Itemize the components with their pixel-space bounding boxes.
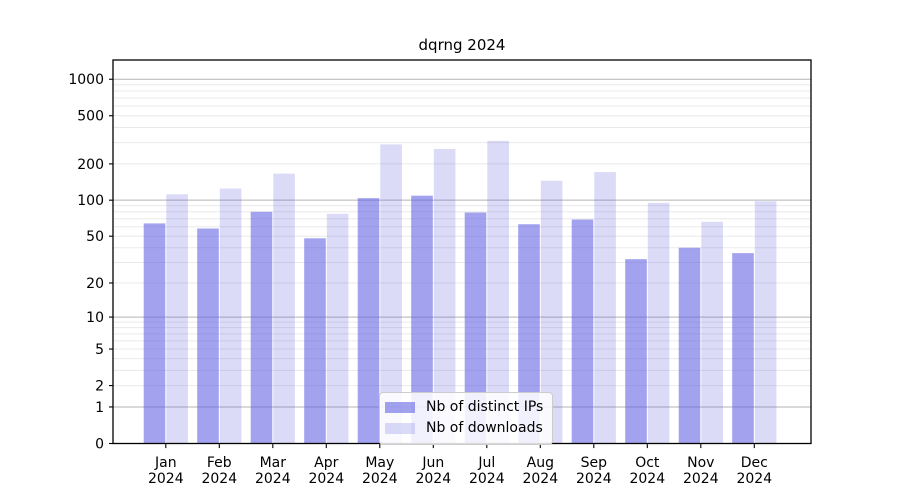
bar-downloads-aug bbox=[540, 180, 563, 444]
x-tick-label-month: Nov bbox=[687, 455, 714, 471]
bar-distinct-ips-feb bbox=[197, 228, 219, 444]
x-tick-label-year: 2024 bbox=[255, 471, 291, 487]
x-tick-label-year: 2024 bbox=[415, 471, 451, 487]
bar-downloads-mar bbox=[273, 173, 295, 444]
chart-title: dqrng 2024 bbox=[418, 36, 506, 54]
x-tick-label-year: 2024 bbox=[629, 471, 665, 487]
bar-distinct-ips-aug bbox=[518, 224, 540, 444]
x-tick-label-month: Dec bbox=[741, 455, 768, 471]
x-tick-label-month: Apr bbox=[314, 455, 338, 471]
bar-distinct-ips-jul bbox=[464, 212, 487, 444]
legend-label-downloads: Nb of downloads bbox=[426, 420, 543, 436]
x-tick-label-year: 2024 bbox=[736, 471, 772, 487]
y-tick-label: 50 bbox=[86, 229, 104, 245]
bar-downloads-nov bbox=[701, 221, 723, 444]
x-tick-label-month: May bbox=[365, 455, 394, 471]
x-tick-label-month: Feb bbox=[207, 455, 232, 471]
bar-distinct-ips-jan bbox=[143, 223, 166, 444]
bar-downloads-jun bbox=[433, 148, 456, 444]
y-tick-label: 1000 bbox=[68, 72, 104, 88]
y-tick-label: 5 bbox=[95, 342, 104, 358]
y-tick-label: 2 bbox=[95, 379, 104, 395]
bar-distinct-ips-nov bbox=[678, 247, 701, 444]
y-tick-label: 0 bbox=[95, 437, 104, 453]
bar-downloads-feb bbox=[219, 188, 242, 444]
bar-downloads-sep bbox=[594, 172, 616, 444]
x-tick-label-month: Jun bbox=[421, 455, 444, 471]
legend-item-downloads: Nb of downloads bbox=[385, 418, 543, 439]
bar-distinct-ips-oct bbox=[625, 259, 647, 444]
x-tick-label-month: Aug bbox=[527, 455, 554, 471]
legend-swatch-downloads bbox=[385, 423, 415, 434]
y-tick-label: 500 bbox=[77, 109, 104, 125]
x-tick-label-month: Jan bbox=[154, 455, 177, 471]
x-tick-label-year: 2024 bbox=[362, 471, 398, 487]
x-tick-label-year: 2024 bbox=[683, 471, 719, 487]
y-tick-label: 20 bbox=[86, 276, 104, 292]
bar-downloads-dec bbox=[754, 201, 777, 444]
bar-distinct-ips-mar bbox=[250, 211, 273, 444]
bar-downloads-jan bbox=[166, 194, 188, 444]
chart-legend: Nb of distinct IPs Nb of downloads bbox=[379, 392, 554, 445]
legend-label-distinct-ips: Nb of distinct IPs bbox=[426, 399, 544, 415]
y-tick-label: 10 bbox=[86, 310, 104, 326]
bar-distinct-ips-may bbox=[357, 198, 380, 444]
x-tick-label-month: Jul bbox=[477, 455, 495, 471]
bar-downloads-jul bbox=[487, 140, 509, 444]
y-tick-label: 100 bbox=[77, 193, 104, 209]
bar-distinct-ips-apr bbox=[304, 238, 326, 444]
x-tick-label-year: 2024 bbox=[522, 471, 558, 487]
y-tick-label: 200 bbox=[77, 157, 104, 173]
bar-downloads-oct bbox=[647, 202, 670, 444]
legend-swatch-distinct-ips bbox=[385, 402, 415, 413]
x-tick-label-year: 2024 bbox=[201, 471, 237, 487]
x-tick-label-month: Mar bbox=[260, 455, 287, 471]
bar-distinct-ips-jun bbox=[411, 195, 433, 444]
x-tick-label-month: Sep bbox=[581, 455, 608, 471]
y-tick-label: 1 bbox=[95, 400, 104, 416]
x-tick-label-year: 2024 bbox=[469, 471, 505, 487]
bar-distinct-ips-sep bbox=[571, 219, 594, 444]
x-tick-label-year: 2024 bbox=[576, 471, 612, 487]
legend-item-distinct-ips: Nb of distinct IPs bbox=[385, 397, 543, 418]
bar-downloads-may bbox=[380, 144, 402, 444]
bar-distinct-ips-dec bbox=[732, 253, 754, 444]
x-tick-label-year: 2024 bbox=[308, 471, 344, 487]
bar-downloads-apr bbox=[326, 213, 349, 444]
x-tick-label-year: 2024 bbox=[148, 471, 184, 487]
x-tick-label-month: Oct bbox=[635, 455, 660, 471]
